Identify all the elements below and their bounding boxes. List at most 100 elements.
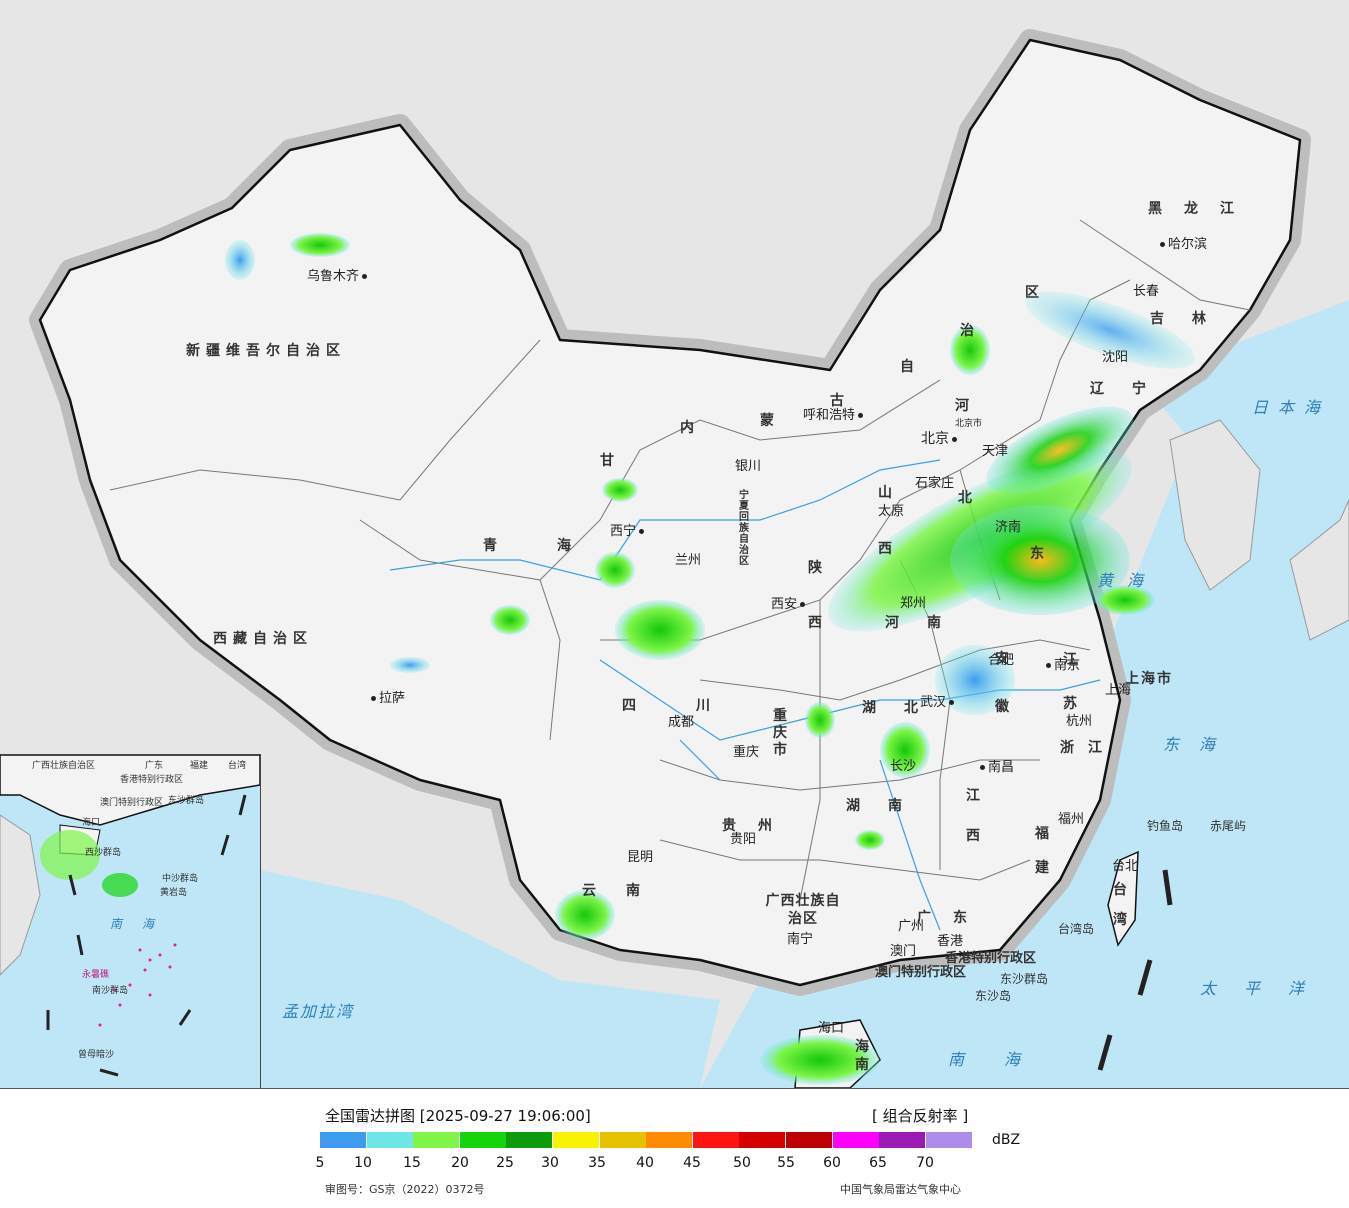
city-zhengzhou: 郑州 bbox=[900, 596, 927, 611]
color-swatch bbox=[832, 1132, 879, 1148]
city-lanzhou: 兰州 bbox=[675, 553, 702, 568]
scale-tick-label: 60 bbox=[823, 1155, 841, 1171]
scale-tick-label: 70 bbox=[916, 1155, 934, 1171]
sea-east-china: 东海 bbox=[1163, 735, 1236, 754]
island-dongsha-group: 东沙群岛 bbox=[1000, 972, 1049, 986]
inset-yongshu: 永暑礁 bbox=[82, 970, 110, 980]
city-chengdu: 成都 bbox=[668, 715, 695, 730]
province-sichuan: 四川 bbox=[622, 698, 770, 714]
inset-nansha: 南沙群岛 bbox=[92, 986, 129, 996]
color-swatch bbox=[692, 1132, 739, 1148]
city-changsha: 长沙 bbox=[890, 759, 917, 774]
scale-tick-label: 55 bbox=[777, 1155, 795, 1171]
color-swatch bbox=[366, 1132, 413, 1148]
province-qinghai: 青海 bbox=[483, 538, 631, 554]
city-guiyang: 贵阳 bbox=[730, 832, 757, 847]
sea-japan: 日本海 bbox=[1252, 398, 1331, 417]
japan-coast bbox=[1289, 499, 1349, 641]
island-taiwan: 台湾岛 bbox=[1058, 922, 1095, 936]
province-guizhou: 贵州 bbox=[722, 818, 794, 834]
province-anhui: 安徽 bbox=[995, 651, 1009, 715]
city-tianjin: 天津 bbox=[982, 444, 1009, 459]
province-zi: 自 bbox=[900, 359, 920, 375]
province-dong: 东 bbox=[1030, 546, 1050, 562]
province-xinjiang: 新疆维吾尔自治区 bbox=[186, 343, 346, 359]
province-gu: 古 bbox=[830, 393, 850, 409]
inset-hk: 香港特别行政区 bbox=[120, 775, 184, 785]
legend-unit: dBZ bbox=[992, 1132, 1021, 1148]
sea-bay-of-bengal bbox=[260, 870, 720, 1088]
sea-bay-of-bengal: 孟加拉湾 bbox=[282, 1002, 355, 1021]
city-macau: 澳门 bbox=[890, 944, 917, 959]
color-swatch bbox=[320, 1132, 367, 1148]
province-shanghai-shi: 上海市 bbox=[1125, 671, 1173, 687]
scale-tick-label: 25 bbox=[496, 1155, 514, 1171]
province-zhi: 治 bbox=[960, 323, 980, 339]
inset-canvas bbox=[0, 755, 260, 1077]
radar-map[interactable]: 乌鲁木齐 哈尔滨 长春 沈阳 呼和浩特 北京 北京市 天津 石家庄 太原 济南 … bbox=[0, 0, 1349, 1089]
korea-peninsula bbox=[1169, 419, 1261, 591]
city-hongkong: 香港 bbox=[937, 934, 964, 949]
province-tibet: 西藏自治区 bbox=[213, 631, 313, 647]
province-gan: 甘 bbox=[600, 453, 620, 469]
south-china-sea-inset: 广西壮族自治区 广东 福建 台湾 香港特别行政区 澳门特别行政区 东沙群岛 海口… bbox=[0, 754, 261, 1088]
color-swatch bbox=[506, 1132, 553, 1148]
china-mainland bbox=[38, 38, 1302, 987]
scale-tick-label: 15 bbox=[403, 1155, 421, 1171]
city-kunming: 昆明 bbox=[627, 850, 654, 865]
province-meng: 蒙 bbox=[760, 413, 780, 429]
sea-south-china: 南海 bbox=[948, 1050, 1061, 1069]
city-jinan: 济南 bbox=[995, 520, 1022, 535]
map-canvas bbox=[29, 29, 1349, 1088]
province-taiwan: 台湾 bbox=[1113, 882, 1127, 928]
legend-product: [ 组合反射率 ] bbox=[872, 1107, 969, 1125]
inset-guangxi: 广西壮族自治区 bbox=[32, 761, 96, 771]
inset-huangyan: 黄岩岛 bbox=[160, 888, 188, 898]
color-swatch bbox=[646, 1132, 693, 1148]
province-xi: 西 bbox=[878, 541, 898, 557]
inset-nanhai: 南海 bbox=[110, 917, 175, 931]
radar-echoes bbox=[225, 233, 1196, 1085]
province-hainan: 海南 bbox=[855, 1039, 869, 1073]
province-he: 河 bbox=[955, 398, 975, 414]
scale-tick-label: 35 bbox=[588, 1155, 606, 1171]
city-chongqing: 重庆 bbox=[733, 745, 760, 760]
province-jiangsu: 江苏 bbox=[1063, 652, 1077, 712]
scale-tick-label: 40 bbox=[636, 1155, 654, 1171]
color-swatch bbox=[413, 1132, 460, 1148]
province-nei: 内 bbox=[680, 420, 700, 436]
island-diaoyu: 钓鱼岛 bbox=[1147, 819, 1184, 833]
province-liaoning: 辽宁 bbox=[1090, 381, 1174, 397]
province-ningxia: 宁夏回族自治区 bbox=[739, 490, 749, 567]
inset-taiwan: 台湾 bbox=[228, 761, 247, 771]
city-wuhan: 武汉 bbox=[920, 696, 957, 710]
city-shijiazhuang: 石家庄 bbox=[915, 476, 955, 491]
approval-number: 审图号：GS京（2022）0372号 bbox=[325, 1183, 485, 1196]
inset-macau: 澳门特别行政区 bbox=[100, 798, 164, 808]
city-taiyuan: 太原 bbox=[878, 504, 905, 519]
scale-tick-label: 50 bbox=[733, 1155, 751, 1171]
city-nanjing: 南京 bbox=[1043, 659, 1080, 673]
inset-zhongsha: 中沙群岛 bbox=[162, 874, 199, 884]
city-hangzhou: 杭州 bbox=[1066, 714, 1093, 729]
scale-tick-label: 20 bbox=[451, 1155, 469, 1171]
island-dongsha: 东沙岛 bbox=[975, 989, 1012, 1003]
province-chongqing-shi: 重庆市 bbox=[773, 708, 787, 758]
inset-guangdong: 广东 bbox=[145, 761, 164, 771]
inset-fujian: 福建 bbox=[190, 761, 209, 771]
city-hohhot: 呼和浩特 bbox=[803, 409, 866, 423]
province-jiangxi: 江西 bbox=[966, 788, 980, 844]
color-swatch bbox=[459, 1132, 506, 1148]
inset-dongsha: 东沙群岛 bbox=[168, 796, 205, 806]
legend-title: 全国雷达拼图 [2025-09-27 19:06:00] bbox=[325, 1107, 591, 1125]
province-macau-sar: 澳门特别行政区 bbox=[875, 965, 967, 980]
sea-yellow: 黄海 bbox=[1097, 571, 1158, 590]
city-taipei: 台北 bbox=[1112, 859, 1139, 874]
province-hubei: 湖北 bbox=[862, 700, 946, 716]
province-hongkong-sar: 香港特别行政区 bbox=[945, 951, 1037, 966]
inset-xisha: 西沙群岛 bbox=[85, 848, 122, 858]
province-guangxi: 广西壮族自治区 bbox=[765, 893, 841, 927]
maritime-lines bbox=[1097, 869, 1173, 1071]
city-shanghai: 上海 bbox=[1105, 683, 1132, 698]
color-swatch bbox=[925, 1132, 972, 1148]
